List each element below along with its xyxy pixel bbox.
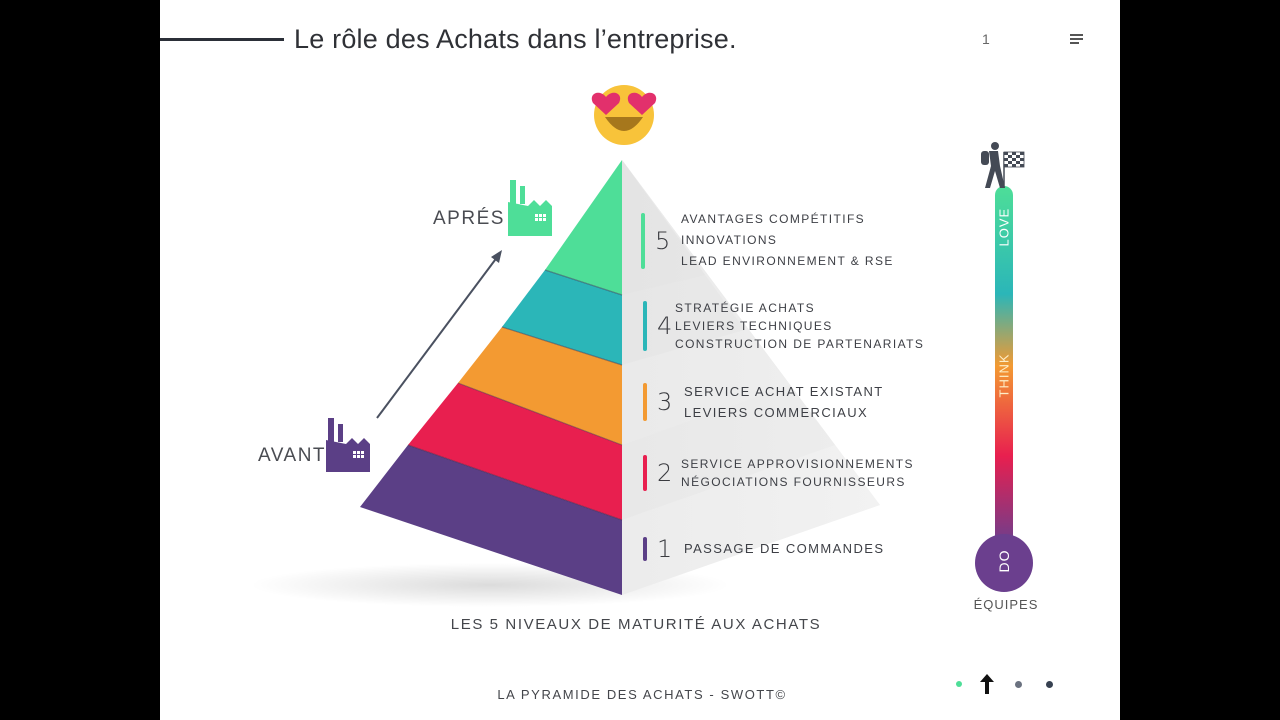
pyramid-level-4 xyxy=(502,270,622,365)
pyramid-level-5 xyxy=(545,160,622,295)
footer-credit: LA PYRAMIDE DES ACHATS - SWOTT© xyxy=(497,687,787,702)
thermometer-gauge xyxy=(975,186,1033,592)
level-3-description: 3 SERVICE ACHAT EXISTANT LEVIERS COMMERC… xyxy=(643,381,884,423)
pyramid-level-2 xyxy=(408,383,622,520)
up-arrow-icon[interactable] xyxy=(980,674,994,694)
nav-dot-4[interactable] xyxy=(1046,681,1053,688)
level-3-line-1: SERVICE ACHAT EXISTANT xyxy=(684,384,884,399)
level-5-number: 5 xyxy=(655,226,671,255)
progress-arrow xyxy=(376,250,502,419)
page-title: Le rôle des Achats dans l’entreprise. xyxy=(294,24,737,54)
pyramid-left-face xyxy=(360,160,623,595)
level-4-line-2: LEVIERS TECHNIQUES xyxy=(675,319,833,333)
level-2-description: 2 SERVICE APPROVISIONNEMENTS NÉGOCIATION… xyxy=(643,455,914,491)
pyramid-level-3 xyxy=(458,327,622,445)
level-4-line-1: STRATÉGIE ACHATS xyxy=(675,301,815,315)
hiker-with-flag-icon xyxy=(981,142,1025,188)
hamburger-menu-icon[interactable] xyxy=(1070,34,1083,46)
level-5-line-1: AVANTAGES COMPÉTITIFS xyxy=(681,212,866,226)
level-2-line-1: SERVICE APPROVISIONNEMENTS xyxy=(681,457,914,471)
slide: Le rôle des Achats dans l’entreprise. 1 xyxy=(160,0,1120,720)
level-3-line-2: LEVIERS COMMERCIAUX xyxy=(684,405,869,420)
level-4-line-3: CONSTRUCTION DE PARTENARIATS xyxy=(675,337,925,351)
level-5-description: 5 AVANTAGES COMPÉTITIFS INNOVATIONS LEAD… xyxy=(641,209,894,272)
factory-icon xyxy=(326,418,370,472)
thermometer-label-do: DO xyxy=(996,549,1012,573)
level-3-color-bar xyxy=(643,383,647,421)
nav-dot-3[interactable] xyxy=(1015,681,1022,688)
level-3-number: 3 xyxy=(657,388,673,416)
level-4-description: 4 STRATÉGIE ACHATS LEVIERS TECHNIQUES CO… xyxy=(643,299,924,353)
title-rule xyxy=(160,38,284,41)
thermometer-label-love: LOVE xyxy=(996,207,1012,247)
level-1-number: 1 xyxy=(657,535,673,563)
level-2-line-2: NÉGOCIATIONS FOURNISSEURS xyxy=(681,475,906,489)
nav-dot-1[interactable] xyxy=(956,681,962,687)
level-1-color-bar xyxy=(643,537,647,561)
diagram-caption: LES 5 NIVEAUX DE MATURITÉ AUX ACHATS xyxy=(450,616,822,633)
thermometer-footer-label: ÉQUIPES xyxy=(973,597,1039,612)
level-1-line-1: PASSAGE DE COMMANDES xyxy=(684,541,885,556)
level-1-description: 1 PASSAGE DE COMMANDES xyxy=(643,535,884,563)
level-5-line-3: LEAD ENVIRONNEMENT & RSE xyxy=(681,254,894,268)
level-2-number: 2 xyxy=(657,459,673,487)
page-number: 1 xyxy=(982,31,990,47)
pyramid-level-1 xyxy=(360,445,622,595)
level-2-color-bar xyxy=(643,455,647,491)
after-label: APRÉS xyxy=(433,208,505,229)
before-label: AVANT xyxy=(258,445,327,466)
pyramid-diagram xyxy=(250,85,1033,607)
level-5-color-bar xyxy=(641,212,645,269)
level-5-line-2: INNOVATIONS xyxy=(681,233,778,247)
factory-icon xyxy=(508,180,552,236)
thermometer-label-think: THINK xyxy=(996,353,1012,398)
level-4-color-bar xyxy=(643,301,647,351)
level-4-number: 4 xyxy=(657,312,673,340)
heart-eyes-emoji-icon xyxy=(591,85,657,145)
